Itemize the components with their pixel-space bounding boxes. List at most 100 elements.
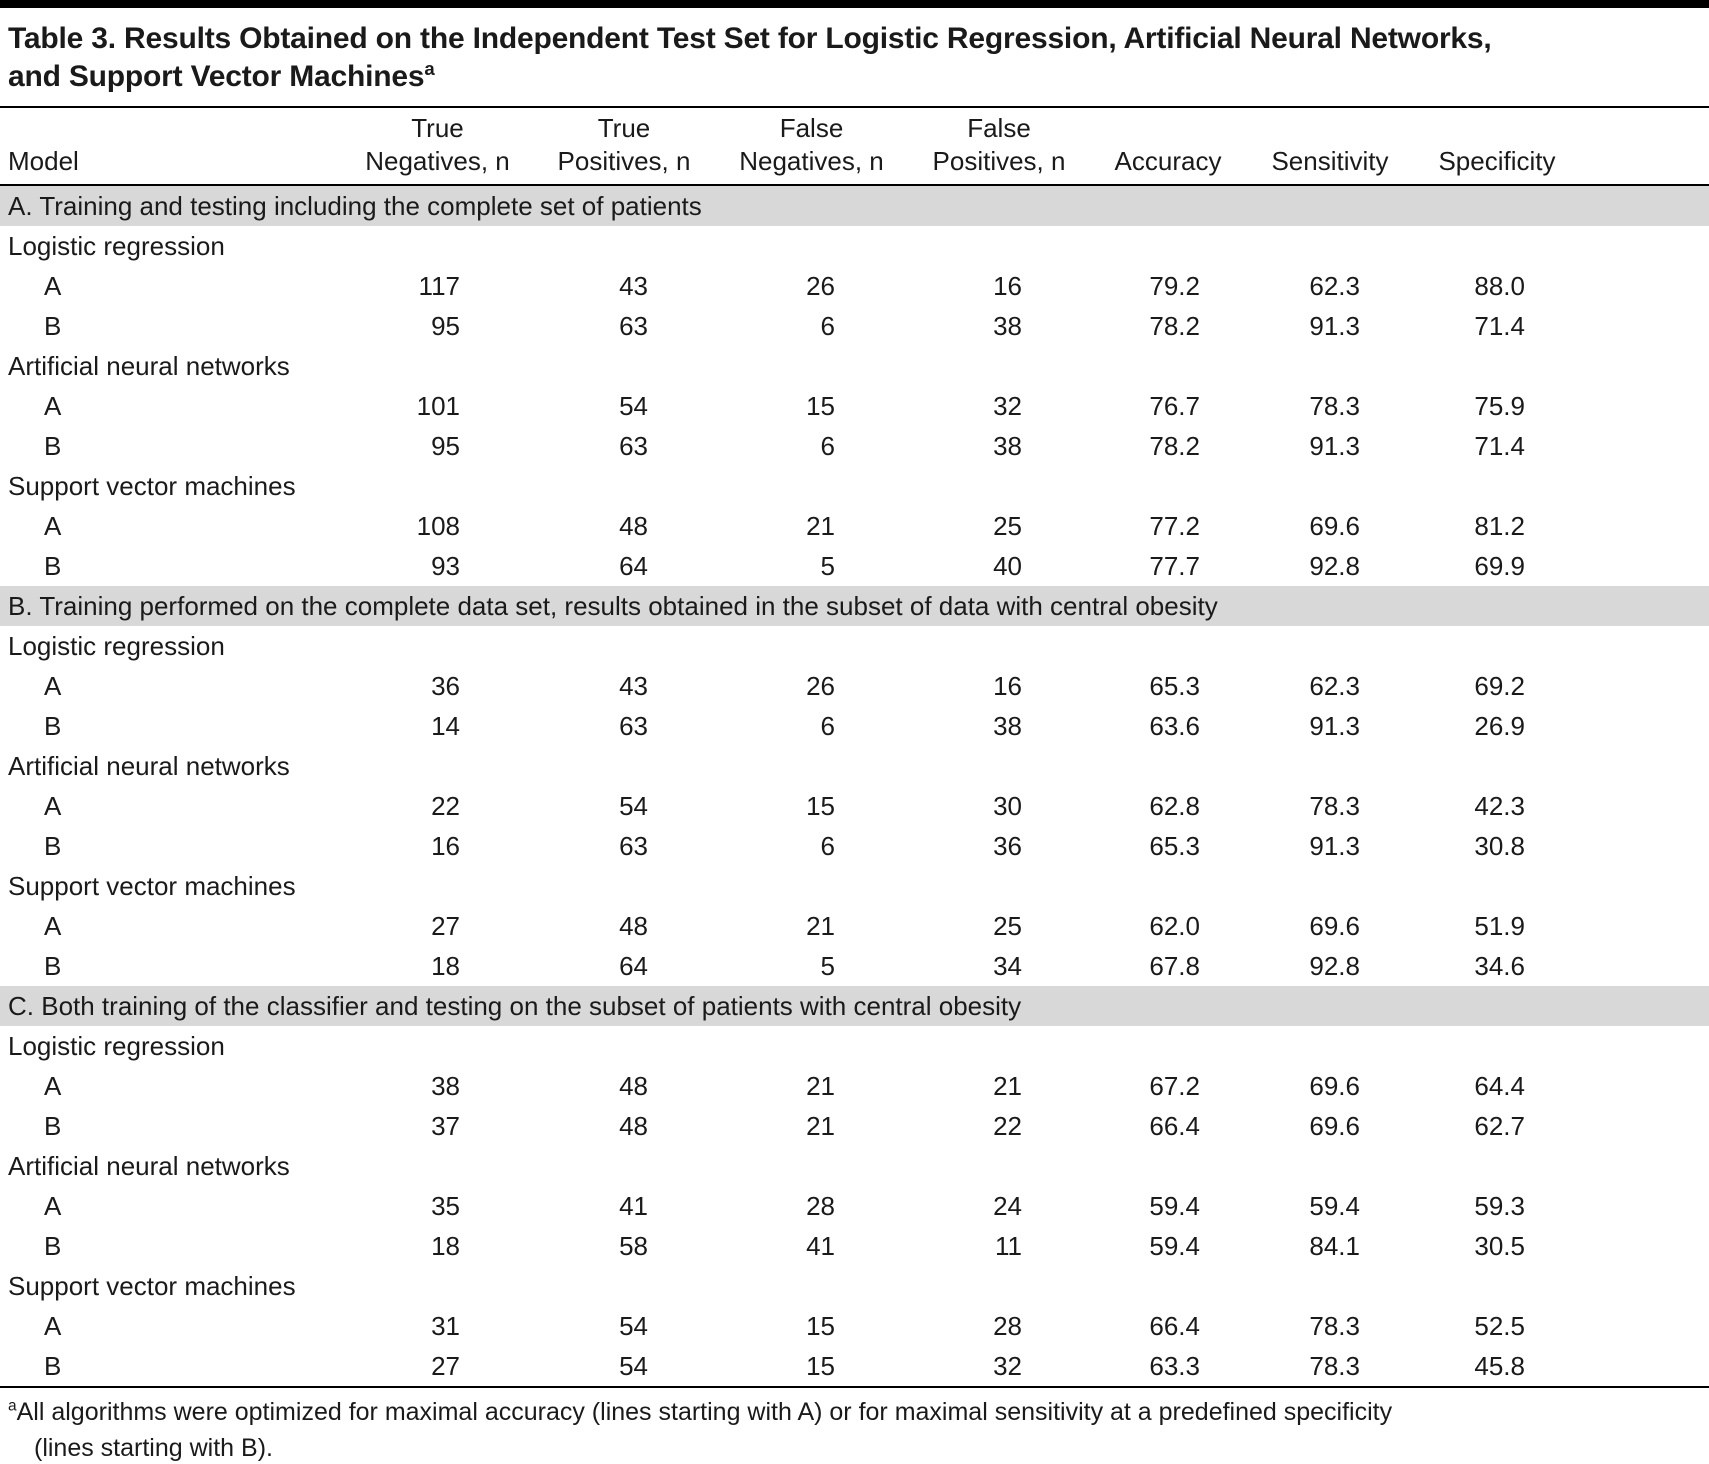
value-cell: 65.3 [1149,671,1200,701]
model-variant-label: B [44,831,62,861]
value-cell: 38 [993,431,1022,461]
value-cell: 54 [619,1311,648,1341]
section-header-label: B. Training performed on the complete da… [0,586,1709,626]
value-cell: 15 [806,1351,835,1381]
value-cell: 92.8 [1309,951,1360,981]
value-cell: 66.4 [1149,1111,1200,1141]
value-cell: 14 [431,711,460,741]
value-cell: 117 [418,271,460,301]
value-cell: 54 [619,391,648,421]
column-header-accuracy: Accuracy [1098,108,1263,186]
value-cell: 78.3 [1309,391,1360,421]
value-cell: 91.3 [1309,831,1360,861]
value-cell: 79.2 [1149,271,1200,301]
value-cell: 62.3 [1309,271,1360,301]
model-group-row: Logistic regression [0,1026,1709,1066]
value-cell: 67.8 [1149,951,1200,981]
value-cell: 16 [993,271,1022,301]
section-header-label: A. Training and testing including the co… [0,185,1709,226]
table-row: B 14 63 6 38 63.6 91.3 26.9 [0,706,1709,746]
value-cell: 34.6 [1474,951,1525,981]
table-row: A 117 43 26 16 79.2 62.3 88.0 [0,266,1709,306]
column-header-false-negatives: False Negatives, n [723,108,910,186]
value-cell: 78.2 [1149,431,1200,461]
model-group-name: Support vector machines [8,871,296,901]
results-table: Model True Negatives, n True Positives, n … [0,108,1709,1386]
value-cell: 27 [431,911,460,941]
model-group-name: Support vector machines [8,1271,296,1301]
value-cell: 15 [806,791,835,821]
column-header-model: Model [0,108,350,186]
value-cell: 59.4 [1309,1191,1360,1221]
value-cell: 25 [993,911,1022,941]
value-cell: 69.2 [1474,671,1525,701]
value-cell: 26.9 [1474,711,1525,741]
value-cell: 93 [431,551,460,581]
value-cell: 75.9 [1474,391,1525,421]
value-cell: 15 [806,1311,835,1341]
value-cell: 66.4 [1149,1311,1200,1341]
section-row: B. Training performed on the complete da… [0,586,1709,626]
value-cell: 48 [619,1071,648,1101]
model-group-row: Logistic regression [0,626,1709,666]
table-row: B 37 48 21 22 66.4 69.6 62.7 [0,1106,1709,1146]
value-cell: 32 [993,391,1022,421]
value-cell: 30.8 [1474,831,1525,861]
value-cell: 54 [619,791,648,821]
value-cell: 67.2 [1149,1071,1200,1101]
value-cell: 21 [806,511,835,541]
value-cell: 62.0 [1149,911,1200,941]
value-cell: 64 [619,551,648,581]
model-variant-label: A [44,911,62,941]
value-cell: 64 [619,951,648,981]
model-group-name: Logistic regression [8,631,225,661]
title-footnote-marker: a [424,58,435,79]
value-cell: 18 [431,951,460,981]
table-title: Table 3. Results Obtained on the Indepen… [0,8,1709,106]
value-cell: 24 [993,1191,1022,1221]
column-header-false-positives: False Positives, n [910,108,1098,186]
value-cell: 69.6 [1309,911,1360,941]
value-cell: 64.4 [1474,1071,1525,1101]
value-cell: 91.3 [1309,311,1360,341]
value-cell: 26 [806,671,835,701]
model-variant-label: A [44,1311,62,1341]
value-cell: 48 [619,511,648,541]
value-cell: 78.3 [1309,1311,1360,1341]
table-row: A 22 54 15 30 62.8 78.3 42.3 [0,786,1709,826]
value-cell: 78.2 [1149,311,1200,341]
value-cell: 11 [995,1231,1022,1261]
top-rule [0,0,1709,8]
table-row: A 35 41 28 24 59.4 59.4 59.3 [0,1186,1709,1226]
value-cell: 69.6 [1309,511,1360,541]
table-row: A 38 48 21 21 67.2 69.6 64.4 [0,1066,1709,1106]
value-cell: 71.4 [1474,311,1525,341]
value-cell: 5 [820,951,835,981]
model-variant-label: B [44,1231,62,1261]
table-row: B 95 63 6 38 78.2 91.3 71.4 [0,426,1709,466]
model-group-row: Artificial neural networks [0,346,1709,386]
table-row: A 36 43 26 16 65.3 62.3 69.2 [0,666,1709,706]
value-cell: 6 [820,711,835,741]
model-group-row: Support vector machines [0,866,1709,906]
section-row: C. Both training of the classifier and t… [0,986,1709,1026]
value-cell: 34 [993,951,1022,981]
value-cell: 77.7 [1149,551,1200,581]
value-cell: 16 [431,831,460,861]
footnote-line-2: (lines starting with B). [34,1434,273,1462]
model-variant-label: B [44,951,62,981]
value-cell: 45.8 [1474,1351,1525,1381]
value-cell: 59.4 [1149,1191,1200,1221]
value-cell: 69.6 [1309,1071,1360,1101]
value-cell: 77.2 [1149,511,1200,541]
model-group-row: Artificial neural networks [0,746,1709,786]
value-cell: 32 [993,1351,1022,1381]
table-row: B 18 58 41 11 59.4 84.1 30.5 [0,1226,1709,1266]
model-variant-label: B [44,1111,62,1141]
value-cell: 21 [806,911,835,941]
value-cell: 62.8 [1149,791,1200,821]
table-row: B 93 64 5 40 77.7 92.8 69.9 [0,546,1709,586]
value-cell: 81.2 [1474,511,1525,541]
column-header-true-positives: True Positives, n [535,108,723,186]
